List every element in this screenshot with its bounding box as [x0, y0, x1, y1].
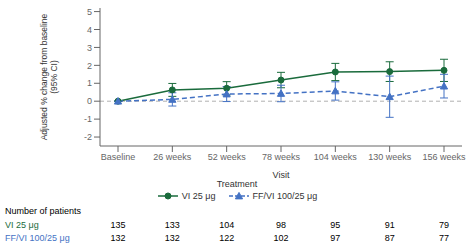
svg-text:0: 0: [87, 96, 92, 106]
svg-text:52 weeks: 52 weeks: [208, 152, 247, 162]
svg-text:2: 2: [87, 61, 92, 71]
svg-text:87: 87: [385, 233, 395, 243]
svg-text:Baseline: Baseline: [101, 152, 136, 162]
svg-text:133: 133: [165, 220, 180, 230]
svg-text:-2: -2: [84, 132, 92, 142]
html-text:Treatment: Treatment: [216, 179, 258, 189]
svg-text:102: 102: [273, 233, 288, 243]
svg-text:97: 97: [330, 233, 340, 243]
svg-text:104: 104: [219, 220, 234, 230]
svg-text:135: 135: [110, 220, 125, 230]
svg-text:3: 3: [87, 43, 92, 53]
svg-text:132: 132: [110, 233, 125, 243]
svg-text:-1: -1: [84, 114, 92, 124]
svg-text:5: 5: [87, 7, 92, 17]
svg-text:79: 79: [439, 220, 449, 230]
svg-text:156 weeks: 156 weeks: [422, 152, 466, 162]
svg-text:122: 122: [219, 233, 234, 243]
html-text:VI 25 μg: VI 25 μg: [181, 191, 216, 201]
svg-text:4: 4: [87, 25, 92, 35]
svg-text:1: 1: [87, 78, 92, 88]
svg-text:95: 95: [330, 220, 340, 230]
svg-text:104 weeks: 104 weeks: [314, 152, 358, 162]
svg-text:Adjusted % change from baselin: Adjusted % change from baseline(95% CI): [39, 13, 59, 140]
html-text:FF/VI 100/25 μg: FF/VI 100/25 μg: [252, 191, 318, 201]
svg-text:130 weeks: 130 weeks: [368, 152, 412, 162]
svg-text:77: 77: [439, 233, 449, 243]
svg-text:Number of patients: Number of patients: [8, 206, 82, 216]
svg-text:26 weeks: 26 weeks: [153, 152, 192, 162]
svg-text:98: 98: [276, 220, 286, 230]
svg-text:FF/VI 100/25 μg: FF/VI 100/25 μg: [8, 233, 70, 243]
svg-text:VI 25 μg: VI 25 μg: [8, 220, 39, 230]
svg-text:78 weeks: 78 weeks: [262, 152, 301, 162]
svg-text:91: 91: [385, 220, 395, 230]
svg-text:132: 132: [165, 233, 180, 243]
svg-text:Visit: Visit: [273, 170, 290, 178]
